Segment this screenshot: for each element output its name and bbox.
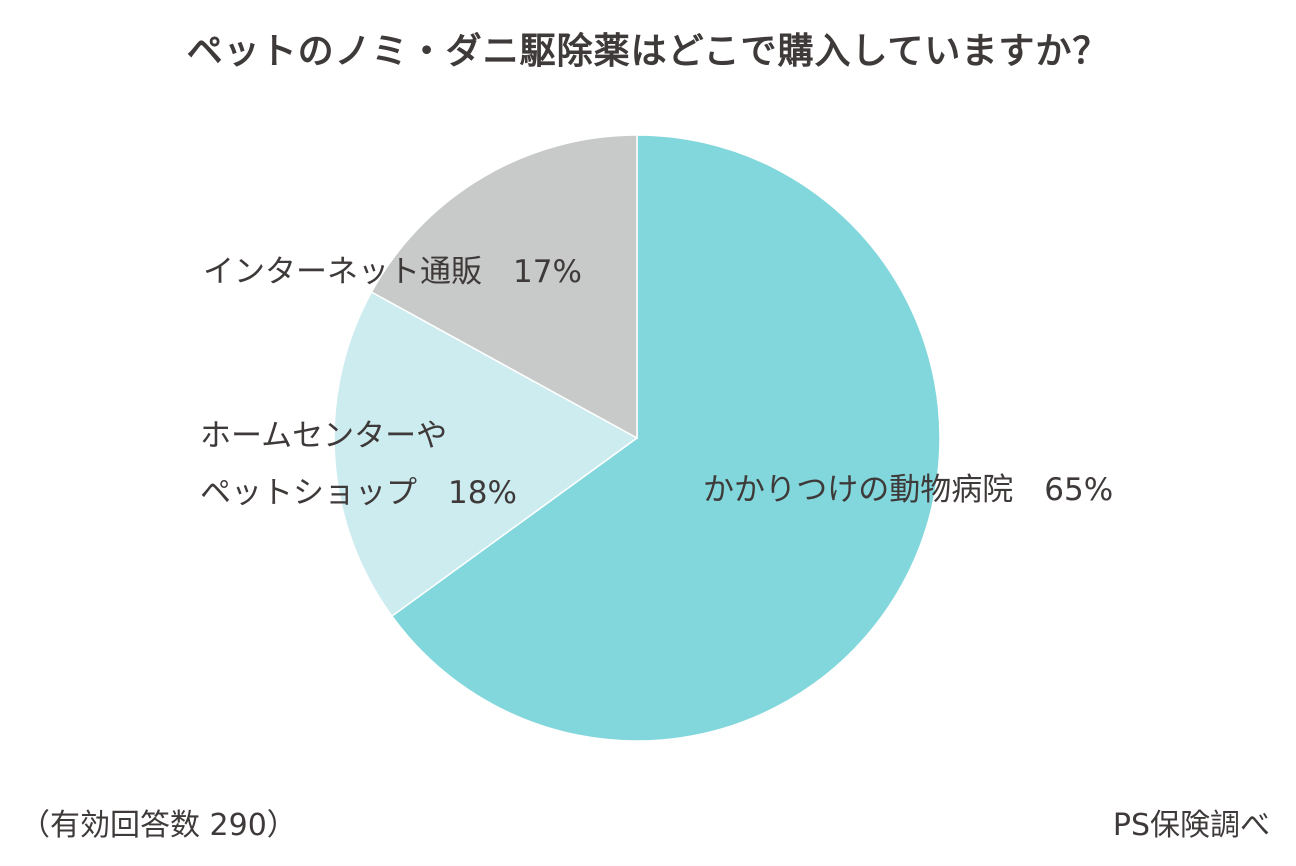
pie-slices (333, 134, 941, 742)
source-note: PS保険調べ (1112, 808, 1270, 843)
sample-size-note: （有効回答数 290） (20, 808, 297, 843)
pie-slice-0 (390, 134, 941, 742)
slice-label-2-line-0: インターネット通販 17% (203, 254, 582, 290)
chart-title: ペットのノミ・ダニ駆除薬はどこで購入していますか？ (186, 31, 1110, 72)
pie-slice-1 (333, 291, 639, 618)
slice-label-1-line-1: ペットショップ 18% (200, 475, 517, 511)
slice-label-1-line-0: ホームセンターや (200, 418, 447, 454)
pie-slice-2 (370, 134, 638, 440)
slice-label-0-line-0: かかりつけの動物病院 65% (703, 472, 1113, 508)
